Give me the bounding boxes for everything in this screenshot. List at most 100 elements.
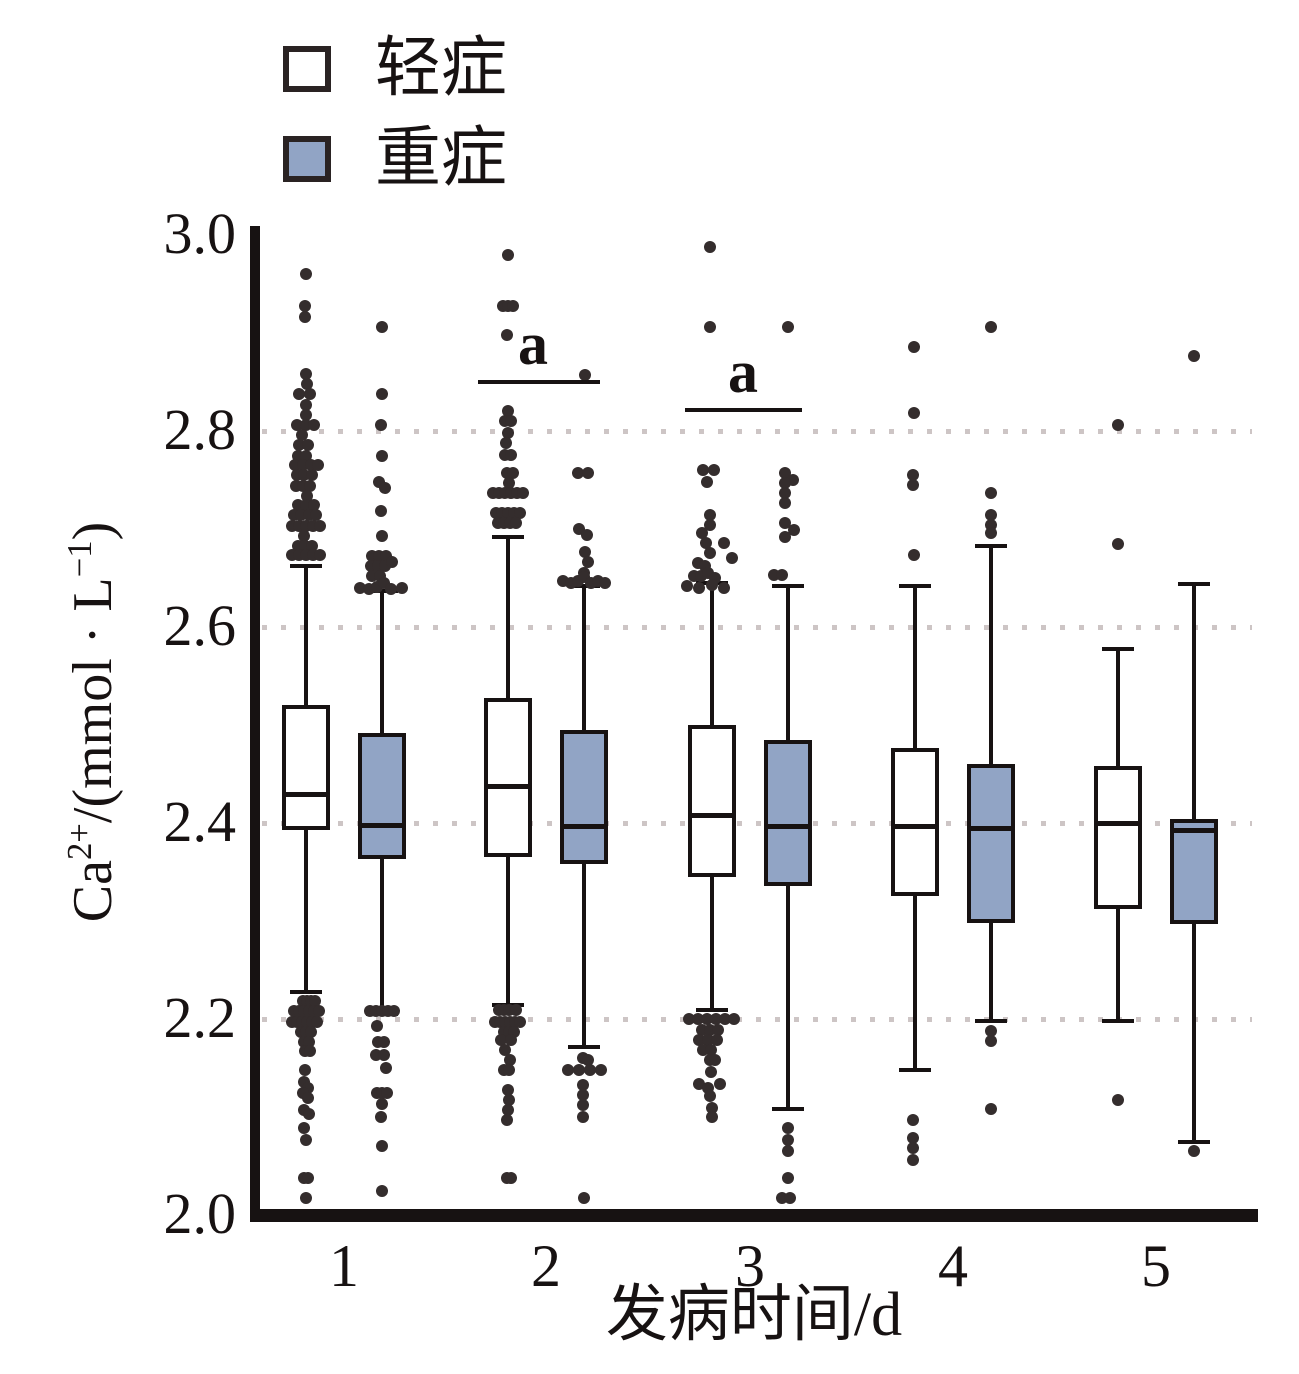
- median-line-severe: [764, 824, 812, 829]
- outlier-dot: [514, 1016, 526, 1028]
- outlier-dot: [505, 1172, 517, 1184]
- outlier-dot: [505, 1034, 517, 1046]
- significance-line: [685, 408, 802, 412]
- outlier-dot: [779, 487, 791, 499]
- outlier-dot: [514, 507, 526, 519]
- outlier-dot: [573, 1064, 585, 1076]
- whisker-cap-lower-mild: [696, 1008, 728, 1012]
- outlier-dot: [503, 1064, 515, 1076]
- outlier-dot: [504, 1054, 516, 1066]
- x-tick-label: 1: [329, 1233, 359, 1299]
- whisker-cap-lower-mild: [290, 990, 322, 994]
- outlier-dot: [782, 1145, 794, 1157]
- y-tick-label: 2.6: [163, 593, 237, 658]
- outlier-dot: [302, 1092, 314, 1104]
- outlier-dot: [376, 1098, 388, 1110]
- median-line-mild: [891, 824, 939, 829]
- outlier-dot: [704, 321, 716, 333]
- outlier-dot: [704, 547, 716, 559]
- outlier-dot: [704, 241, 716, 253]
- outlier-dot: [708, 464, 720, 476]
- outlier-dot: [312, 459, 324, 471]
- gridline: [262, 625, 1252, 630]
- outlier-dot: [300, 1134, 312, 1146]
- outlier-dot: [305, 1026, 317, 1038]
- outlier-dot: [985, 527, 997, 539]
- outlier-dot: [379, 482, 391, 494]
- outlier-dot: [502, 1104, 514, 1116]
- outlier-dot: [376, 388, 388, 400]
- outlier-dot: [396, 582, 408, 594]
- outlier-dot: [380, 1062, 392, 1074]
- median-line-severe: [560, 824, 608, 829]
- outlier-dot: [300, 368, 312, 380]
- outlier-dot: [303, 1108, 315, 1120]
- legend-swatch-severe-icon: [283, 136, 331, 182]
- outlier-dot: [788, 524, 800, 536]
- outlier-dot: [577, 1111, 589, 1123]
- outlier-dot: [375, 505, 387, 517]
- outlier-dot: [584, 1064, 596, 1076]
- legend-label-mild: 轻症: [375, 32, 507, 105]
- outlier-dot: [985, 1035, 997, 1047]
- whisker-cap-upper-mild: [1102, 647, 1134, 651]
- outlier-dot: [302, 1172, 314, 1184]
- outlier-dot: [908, 407, 920, 419]
- outlier-dot: [582, 556, 594, 568]
- y-tick-label: 3.0: [163, 201, 237, 266]
- outlier-dot: [704, 519, 716, 531]
- outlier-dot: [302, 439, 314, 451]
- outlier-dot: [304, 388, 316, 400]
- legend-label-severe: 重症: [375, 122, 507, 195]
- outlier-dot: [299, 1064, 311, 1076]
- y-tick-label: 2.4: [163, 789, 237, 854]
- box-mild: [484, 698, 532, 857]
- outlier-dot: [726, 552, 738, 564]
- median-line-mild: [688, 813, 736, 818]
- outlier-dot: [503, 477, 515, 489]
- outlier-dot: [376, 321, 388, 333]
- significance-line: [478, 380, 600, 384]
- whisker-cap-upper-mild: [899, 584, 931, 588]
- outlier-dot: [388, 1005, 400, 1017]
- outlier-dot: [507, 300, 519, 312]
- outlier-dot: [304, 1045, 316, 1057]
- box-severe: [967, 764, 1015, 923]
- outlier-dot: [579, 546, 591, 558]
- x-tick-label: 3: [735, 1233, 765, 1299]
- outlier-dot: [578, 1192, 590, 1204]
- whisker-cap-upper-severe: [366, 589, 398, 593]
- outlier-dot: [381, 1087, 393, 1099]
- outlier-dot: [376, 450, 388, 462]
- outlier-dot: [577, 1099, 589, 1111]
- outlier-dot: [595, 1064, 607, 1076]
- gridline: [262, 429, 1252, 434]
- outlier-dot: [517, 487, 529, 499]
- outlier-dot: [385, 583, 397, 595]
- outlier-dot: [706, 1111, 718, 1123]
- outlier-dot: [1188, 350, 1200, 362]
- outlier-dot: [779, 531, 791, 543]
- outlier-dot: [581, 529, 593, 541]
- outlier-dot: [579, 369, 591, 381]
- outlier-dot: [311, 1016, 323, 1028]
- outlier-dot: [501, 329, 513, 341]
- outlier-dot: [301, 378, 313, 390]
- outlier-dot: [299, 311, 311, 323]
- outlier-dot: [510, 517, 522, 529]
- outlier-dot: [298, 1122, 310, 1134]
- y-axis-line: [250, 226, 260, 1221]
- outlier-dot: [701, 476, 713, 488]
- median-line-severe: [358, 823, 406, 828]
- outlier-dot: [907, 1114, 919, 1126]
- outlier-dot: [711, 1034, 723, 1046]
- outlier-dot: [582, 1054, 594, 1066]
- x-axis-line: [250, 1209, 1258, 1222]
- outlier-dot: [908, 549, 920, 561]
- outlier-dot: [501, 1114, 513, 1126]
- outlier-dot: [386, 556, 398, 568]
- x-axis-title: 发病时间/d: [605, 1281, 903, 1349]
- outlier-dot: [577, 1089, 589, 1101]
